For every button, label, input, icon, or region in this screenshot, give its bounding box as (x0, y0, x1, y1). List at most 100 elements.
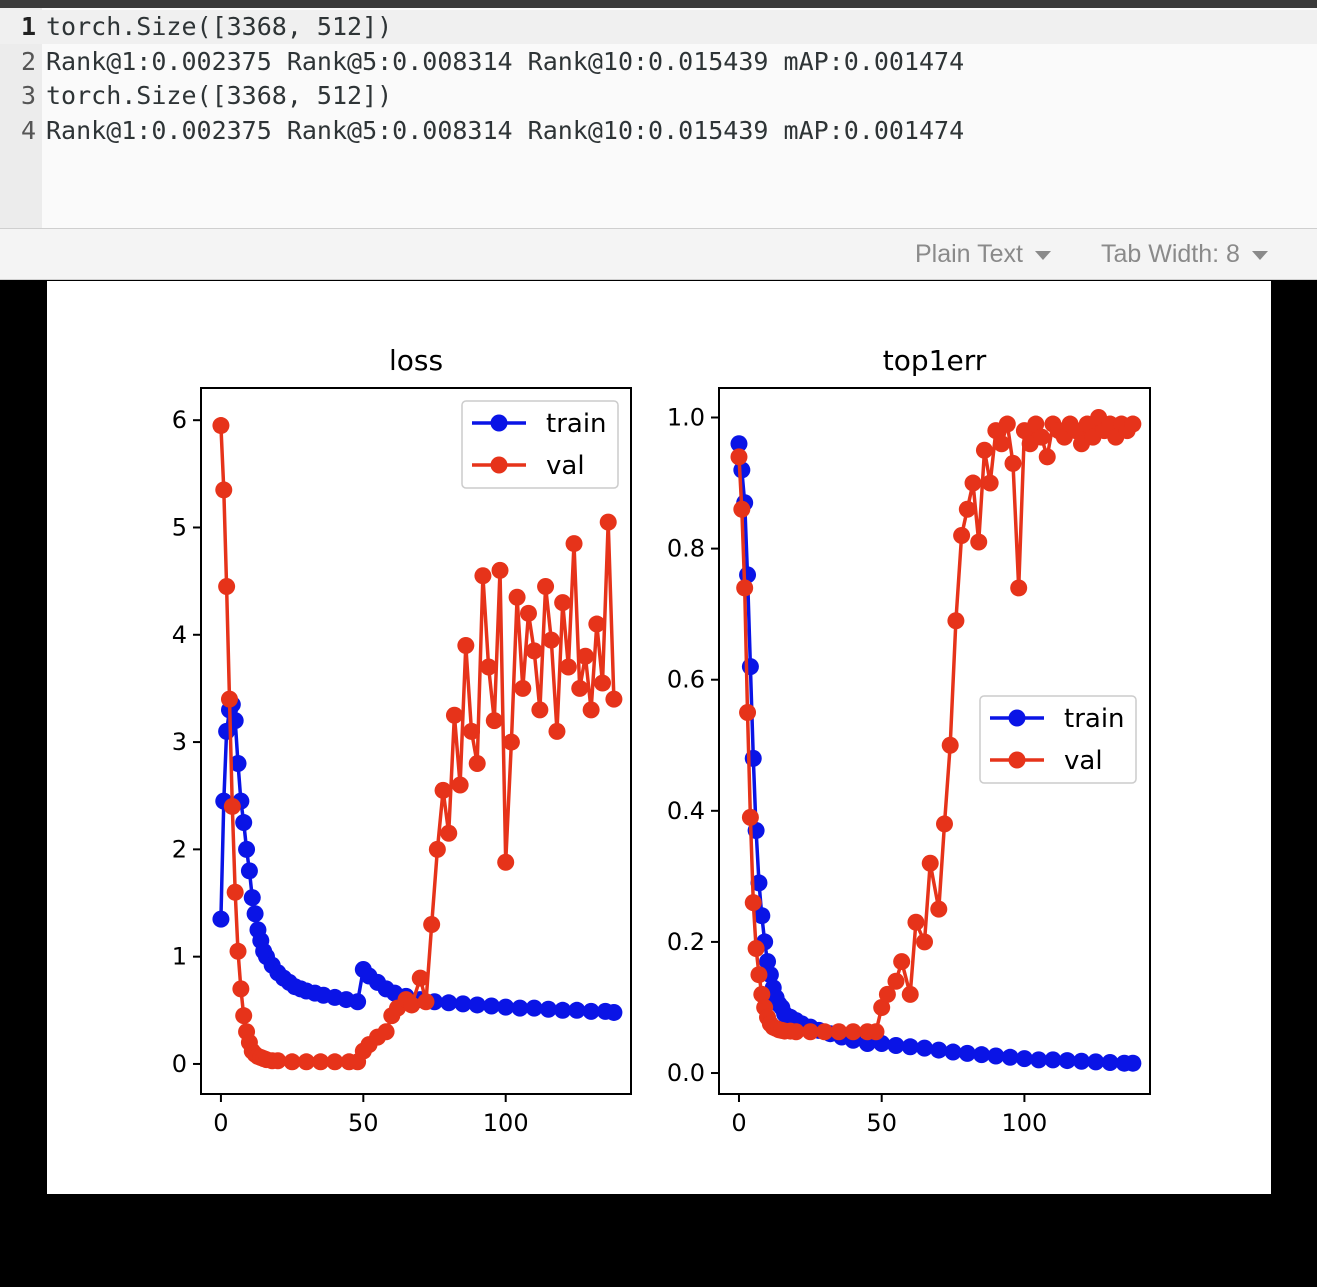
plot-area (212, 417, 623, 1071)
data-point-train (930, 1041, 948, 1059)
figure-canvas: loss 0 50 100 0 1 2 3 4 5 6 train val top1err 0 50 100 0.… (172, 344, 1151, 1137)
data-point-train (582, 1002, 600, 1020)
data-point-train (1015, 1050, 1033, 1068)
data-point-val (434, 781, 452, 799)
editor-line-1[interactable]: 1 torch.Size([3368, 512]) (0, 10, 1317, 44)
data-point-val (576, 647, 594, 665)
language-selector[interactable]: Plain Text (915, 229, 1051, 279)
y-tick-label: 0.8 (667, 535, 705, 563)
data-point-val (964, 474, 982, 492)
data-point-val (873, 998, 891, 1016)
data-point-train (944, 1043, 962, 1061)
y-tick-label: 0.2 (667, 928, 705, 956)
x-tick-label: 0 (213, 1109, 228, 1137)
data-point-train (235, 814, 253, 832)
axes-frame (718, 387, 1151, 1095)
data-point-val (887, 972, 905, 990)
line-number-gutter (0, 8, 42, 228)
chart-loss: loss 0 50 100 0 1 2 3 4 5 6 train val (172, 344, 632, 1137)
data-point-val (235, 1007, 253, 1025)
line-number: 1 (20, 12, 36, 41)
data-point-train (858, 1035, 876, 1053)
data-point-train (568, 1001, 586, 1019)
data-point-train (753, 907, 771, 925)
data-point-train (759, 953, 777, 971)
data-point-train (750, 874, 768, 892)
text-editor[interactable]: 1 torch.Size([3368, 512]) 2 Rank@1:0.00237… (0, 8, 1317, 228)
data-point-train (238, 840, 256, 858)
data-point-val (519, 604, 537, 622)
data-point-val (468, 755, 486, 773)
editor-line-4[interactable]: 4 Rank@1:0.002375 Rank@5:0.008314 Rank@10… (0, 114, 964, 148)
data-point-train (229, 755, 247, 773)
x-tick-label: 50 (866, 1109, 897, 1137)
data-point-val (1027, 415, 1045, 433)
data-point-train (511, 999, 529, 1017)
axes-frame (200, 387, 632, 1095)
data-point-val (733, 500, 751, 518)
line-text: Rank@1:0.002375 Rank@5:0.008314 Rank@10:… (46, 116, 965, 145)
data-point-val (981, 474, 999, 492)
data-point-val (283, 1053, 301, 1071)
data-point-val (1124, 415, 1142, 433)
chart-title: top1err (883, 344, 987, 377)
data-point-train (212, 910, 230, 928)
data-point-val (403, 996, 421, 1014)
data-point-val (218, 577, 236, 595)
tab-width-selector[interactable]: Tab Width: 8 (1101, 229, 1268, 279)
y-tick-label: 0.6 (667, 666, 705, 694)
y-tick-label: 1 (172, 943, 187, 971)
data-point-val (423, 915, 441, 933)
x-tick-label: 50 (348, 1109, 379, 1137)
data-point-val (269, 1052, 287, 1070)
data-point-train (741, 658, 759, 676)
data-point-train (497, 998, 515, 1016)
legend: train val (979, 695, 1137, 784)
legend-label-val: val (1064, 746, 1103, 776)
data-point-val (554, 594, 572, 612)
language-label: Plain Text (915, 240, 1023, 268)
y-tick-label: 0.0 (667, 1059, 705, 1087)
legend-label-val: val (546, 451, 585, 481)
data-point-val (215, 481, 233, 499)
status-bar: Plain Text Tab Width: 8 (0, 228, 1317, 280)
data-point-train (730, 435, 748, 453)
editor-line-3[interactable]: 3 torch.Size([3368, 512]) (0, 79, 392, 113)
data-point-val (1038, 448, 1056, 466)
plot-area (730, 408, 1142, 1072)
data-point-val (514, 679, 532, 697)
data-point-val (998, 415, 1016, 433)
data-point-val (508, 588, 526, 606)
data-point-train (440, 994, 458, 1012)
data-point-train (901, 1038, 919, 1056)
editor-line-2[interactable]: 2 Rank@1:0.002375 Rank@5:0.008314 Rank@10… (0, 45, 964, 79)
data-point-val (440, 824, 458, 842)
legend: train val (461, 400, 619, 489)
data-point-val (901, 985, 919, 1003)
data-point-val (502, 733, 520, 751)
data-point-val (474, 567, 492, 585)
data-point-train (916, 1039, 934, 1057)
data-point-val (736, 579, 754, 597)
chart-top1err: top1err 0 50 100 0.0 0.2 0.4 0.6 0.8 1.0 train val (667, 344, 1151, 1137)
data-point-train (733, 461, 751, 479)
data-point-val (970, 533, 988, 551)
data-point-val (750, 966, 768, 984)
data-point-train (246, 905, 264, 923)
data-point-val (739, 703, 757, 721)
data-point-val (525, 642, 543, 660)
data-point-val (491, 561, 509, 579)
data-point-val (582, 701, 600, 719)
data-point-val (480, 658, 498, 676)
data-point-train (1101, 1054, 1119, 1072)
data-point-val (229, 942, 247, 960)
data-point-train (554, 1001, 572, 1019)
data-point-train (482, 997, 500, 1015)
data-point-val (1010, 579, 1028, 597)
data-point-val (975, 441, 993, 459)
data-point-val (223, 797, 241, 815)
data-point-train (605, 1003, 623, 1021)
data-point-val (212, 417, 230, 435)
data-point-val (801, 1023, 819, 1041)
line-number: 4 (20, 116, 36, 145)
